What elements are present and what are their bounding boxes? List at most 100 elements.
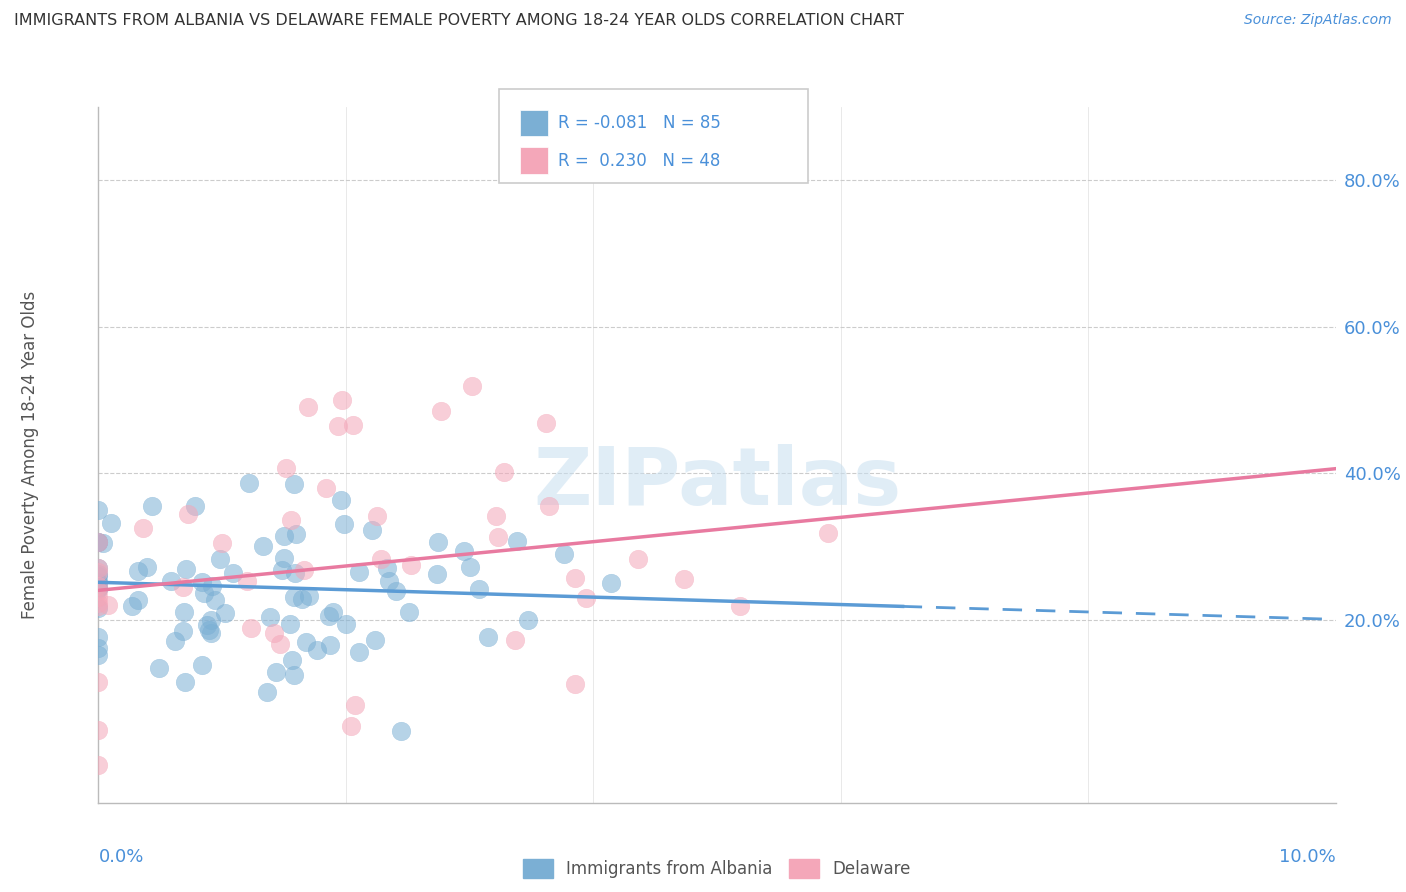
Legend: Immigrants from Albania, Delaware: Immigrants from Albania, Delaware — [516, 853, 918, 885]
Point — [204, 592, 226, 607]
Point — [537, 500, 560, 514]
Point — [426, 567, 449, 582]
Point — [575, 591, 598, 605]
Point — [627, 551, 650, 566]
Point — [87, 566, 110, 581]
Point — [728, 599, 751, 614]
Point — [281, 653, 304, 667]
Point — [238, 476, 260, 491]
Point — [200, 626, 222, 640]
Point — [503, 632, 526, 647]
Point — [141, 499, 163, 513]
Point — [87, 579, 110, 593]
Point — [361, 523, 384, 537]
Text: 10.0%: 10.0% — [1279, 848, 1336, 866]
Point — [298, 589, 321, 603]
Point — [599, 576, 621, 591]
Point — [177, 507, 200, 521]
Point — [477, 630, 499, 644]
Point — [398, 605, 420, 619]
Point — [173, 605, 195, 619]
Point — [87, 648, 110, 662]
Point — [553, 547, 575, 561]
Point — [136, 560, 159, 574]
Point — [160, 574, 183, 589]
Point — [564, 676, 586, 690]
Point — [127, 564, 149, 578]
Point — [201, 580, 224, 594]
Point — [87, 574, 110, 589]
Point — [274, 461, 297, 475]
Point — [283, 668, 305, 682]
Point — [148, 661, 170, 675]
Point — [214, 606, 236, 620]
Point — [315, 481, 337, 495]
Point — [87, 535, 110, 549]
Point — [172, 580, 194, 594]
Point — [375, 561, 398, 575]
Point — [174, 562, 197, 576]
Point — [191, 657, 214, 672]
Point — [87, 576, 110, 591]
Point — [198, 623, 221, 637]
Point — [264, 665, 287, 679]
Point — [305, 643, 328, 657]
Point — [330, 393, 353, 408]
Point — [87, 583, 110, 598]
Point — [292, 563, 315, 577]
Point — [366, 508, 388, 523]
Point — [295, 635, 318, 649]
Text: Source: ZipAtlas.com: Source: ZipAtlas.com — [1244, 13, 1392, 28]
Point — [322, 606, 344, 620]
Point — [534, 416, 557, 430]
Point — [506, 534, 529, 549]
Point — [370, 552, 392, 566]
Point — [165, 634, 187, 648]
Point — [87, 599, 110, 613]
Point — [87, 561, 110, 575]
Point — [340, 719, 363, 733]
Point — [91, 536, 114, 550]
Point — [263, 625, 285, 640]
Point — [285, 526, 308, 541]
Point — [87, 630, 110, 644]
Point — [174, 674, 197, 689]
Point — [333, 516, 356, 531]
Point — [343, 698, 366, 713]
Point — [319, 638, 342, 652]
Point — [273, 529, 295, 543]
Point — [342, 418, 364, 433]
Text: ZIPatlas: ZIPatlas — [533, 443, 901, 522]
Point — [429, 404, 451, 418]
Text: R =  0.230   N = 48: R = 0.230 N = 48 — [558, 152, 720, 169]
Point — [256, 685, 278, 699]
Point — [195, 618, 218, 632]
Point — [87, 534, 110, 549]
Point — [486, 530, 509, 544]
Point — [283, 591, 305, 605]
Point — [817, 525, 839, 540]
Point — [283, 477, 305, 491]
Point — [494, 465, 516, 479]
Point — [269, 636, 291, 650]
Point — [200, 613, 222, 627]
Text: R = -0.081   N = 85: R = -0.081 N = 85 — [558, 114, 721, 132]
Point — [326, 418, 349, 433]
Point — [280, 513, 302, 527]
Point — [270, 564, 292, 578]
Point — [364, 633, 387, 648]
Point — [461, 379, 484, 393]
Point — [193, 586, 215, 600]
Point — [259, 609, 281, 624]
Point — [172, 624, 194, 639]
Point — [378, 574, 401, 589]
Point — [335, 616, 357, 631]
Point — [672, 572, 695, 586]
Point — [252, 539, 274, 553]
Point — [468, 582, 491, 596]
Point — [517, 613, 540, 627]
Point — [330, 492, 353, 507]
Point — [485, 509, 508, 524]
Point — [87, 640, 110, 655]
Point — [87, 565, 110, 579]
